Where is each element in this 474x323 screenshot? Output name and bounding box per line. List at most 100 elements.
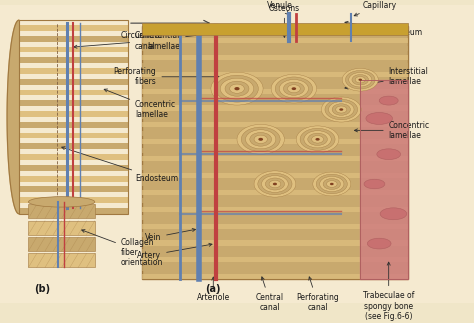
FancyBboxPatch shape — [142, 139, 408, 144]
Ellipse shape — [364, 179, 385, 189]
Circle shape — [269, 180, 281, 188]
Text: Osteons: Osteons — [269, 4, 300, 37]
Circle shape — [321, 97, 361, 122]
Text: Capillary: Capillary — [354, 1, 396, 16]
Text: Periosteum: Periosteum — [345, 21, 422, 36]
FancyBboxPatch shape — [19, 47, 128, 52]
FancyBboxPatch shape — [142, 26, 408, 279]
FancyBboxPatch shape — [28, 237, 95, 251]
Circle shape — [254, 171, 296, 197]
FancyBboxPatch shape — [19, 165, 128, 171]
FancyBboxPatch shape — [142, 47, 408, 51]
Text: Vein: Vein — [145, 228, 195, 242]
FancyBboxPatch shape — [142, 266, 408, 271]
Circle shape — [327, 181, 337, 187]
Circle shape — [336, 106, 347, 113]
FancyBboxPatch shape — [142, 164, 408, 170]
Circle shape — [292, 87, 296, 90]
Circle shape — [316, 174, 347, 194]
Circle shape — [216, 75, 258, 102]
Text: (b): (b) — [35, 284, 51, 294]
FancyBboxPatch shape — [19, 186, 128, 192]
Circle shape — [220, 78, 254, 99]
Polygon shape — [360, 80, 408, 279]
Text: Central
canal: Central canal — [74, 31, 163, 51]
Circle shape — [342, 68, 378, 91]
Circle shape — [328, 101, 354, 118]
FancyBboxPatch shape — [142, 89, 408, 94]
Circle shape — [225, 81, 249, 96]
Circle shape — [273, 183, 277, 185]
Text: Circumferential
lamellae: Circumferential lamellae — [121, 31, 219, 51]
Circle shape — [300, 128, 335, 150]
Circle shape — [230, 84, 244, 93]
FancyBboxPatch shape — [19, 176, 128, 182]
Text: Venule: Venule — [267, 1, 292, 15]
FancyBboxPatch shape — [28, 254, 95, 267]
FancyBboxPatch shape — [142, 241, 408, 245]
FancyBboxPatch shape — [142, 156, 408, 161]
Ellipse shape — [379, 96, 398, 105]
FancyBboxPatch shape — [19, 57, 128, 63]
Circle shape — [325, 99, 357, 120]
FancyBboxPatch shape — [142, 182, 408, 186]
Circle shape — [352, 75, 368, 85]
FancyBboxPatch shape — [142, 38, 408, 43]
Text: Trabeculae of
spongy bone
(see Fig.6-6): Trabeculae of spongy bone (see Fig.6-6) — [363, 262, 414, 321]
FancyBboxPatch shape — [19, 36, 128, 42]
Circle shape — [319, 176, 344, 192]
Circle shape — [358, 78, 362, 81]
Circle shape — [271, 74, 317, 103]
Text: Arteriole: Arteriole — [197, 277, 230, 302]
Circle shape — [234, 87, 239, 90]
Circle shape — [339, 108, 343, 111]
FancyBboxPatch shape — [142, 105, 408, 110]
FancyBboxPatch shape — [19, 154, 128, 160]
FancyBboxPatch shape — [19, 25, 128, 31]
FancyBboxPatch shape — [142, 23, 408, 35]
FancyBboxPatch shape — [142, 148, 408, 153]
FancyBboxPatch shape — [142, 122, 408, 127]
Polygon shape — [7, 20, 19, 214]
FancyBboxPatch shape — [142, 257, 408, 263]
Circle shape — [316, 138, 319, 141]
Ellipse shape — [380, 208, 407, 220]
FancyBboxPatch shape — [19, 122, 128, 128]
Circle shape — [262, 176, 288, 193]
FancyBboxPatch shape — [142, 215, 408, 220]
FancyBboxPatch shape — [19, 89, 128, 96]
Ellipse shape — [377, 149, 401, 160]
Circle shape — [346, 70, 375, 89]
FancyBboxPatch shape — [19, 143, 128, 149]
FancyBboxPatch shape — [19, 111, 128, 117]
FancyBboxPatch shape — [19, 197, 128, 203]
Text: Collagen
fiber
orientation: Collagen fiber orientation — [82, 230, 163, 267]
Text: Artery: Artery — [137, 243, 212, 260]
Circle shape — [250, 132, 272, 146]
FancyBboxPatch shape — [19, 79, 128, 85]
FancyBboxPatch shape — [142, 198, 408, 203]
FancyBboxPatch shape — [142, 55, 408, 60]
FancyBboxPatch shape — [28, 221, 95, 234]
Text: Concentric
lamellae: Concentric lamellae — [104, 89, 176, 119]
Circle shape — [258, 173, 292, 195]
Text: Perforating
canal: Perforating canal — [296, 277, 339, 312]
FancyBboxPatch shape — [0, 5, 474, 303]
Circle shape — [241, 127, 280, 151]
Circle shape — [323, 179, 340, 190]
FancyBboxPatch shape — [142, 207, 408, 212]
Text: Perforating
fibers: Perforating fibers — [114, 67, 219, 87]
Text: (a): (a) — [206, 284, 221, 294]
Circle shape — [237, 124, 284, 154]
Circle shape — [258, 138, 263, 141]
Circle shape — [311, 136, 324, 143]
FancyBboxPatch shape — [28, 204, 95, 218]
FancyBboxPatch shape — [142, 249, 408, 254]
Circle shape — [296, 126, 339, 153]
Circle shape — [330, 183, 334, 185]
FancyBboxPatch shape — [142, 72, 408, 77]
FancyBboxPatch shape — [142, 114, 408, 119]
FancyBboxPatch shape — [19, 208, 128, 214]
FancyBboxPatch shape — [19, 132, 128, 139]
FancyBboxPatch shape — [142, 131, 408, 136]
